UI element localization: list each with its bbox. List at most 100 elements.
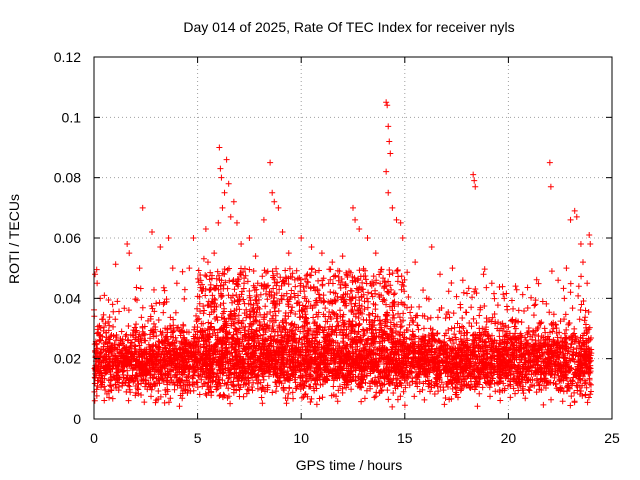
data-point — [524, 304, 531, 311]
data-point — [562, 336, 569, 343]
data-point — [479, 384, 486, 391]
data-point — [586, 376, 593, 383]
data-point — [172, 309, 179, 316]
data-point — [474, 403, 481, 410]
data-point — [299, 394, 306, 401]
data-point — [469, 294, 476, 301]
data-point — [98, 316, 105, 323]
data-point — [258, 394, 265, 401]
data-point — [408, 304, 415, 311]
data-point — [397, 379, 404, 386]
data-point — [535, 379, 542, 386]
data-point — [259, 400, 266, 407]
data-point — [217, 392, 224, 399]
data-point — [409, 317, 416, 324]
data-point — [290, 395, 297, 402]
data-point — [421, 396, 428, 403]
data-point — [193, 312, 200, 319]
data-point — [141, 399, 148, 406]
data-point — [451, 324, 458, 331]
data-point — [497, 397, 504, 404]
data-point — [540, 401, 547, 408]
data-point — [348, 300, 355, 307]
data-point — [588, 381, 595, 388]
data-point — [237, 329, 244, 336]
data-point — [464, 290, 471, 297]
data-point — [348, 357, 355, 364]
data-point — [389, 307, 396, 314]
data-point — [481, 266, 488, 273]
data-point — [133, 321, 140, 328]
data-point — [137, 285, 144, 292]
data-point — [254, 385, 261, 392]
data-point — [243, 390, 250, 397]
data-point — [286, 385, 293, 392]
data-point — [442, 315, 449, 322]
data-point — [494, 302, 501, 309]
data-point — [443, 330, 450, 337]
data-point — [171, 386, 178, 393]
data-point — [519, 387, 526, 394]
data-point — [475, 335, 482, 342]
data-point — [125, 397, 132, 404]
data-point — [101, 397, 108, 404]
data-point — [348, 386, 355, 393]
data-point — [393, 376, 400, 383]
data-point — [148, 302, 155, 309]
data-point — [358, 398, 365, 405]
data-point — [555, 353, 562, 360]
data-point — [518, 319, 525, 326]
data-point — [359, 326, 366, 333]
data-point — [512, 283, 519, 290]
data-point — [176, 403, 183, 410]
data-point — [582, 391, 589, 398]
data-point — [568, 393, 575, 400]
data-point — [194, 305, 201, 312]
data-point — [402, 384, 409, 391]
data-point — [459, 315, 466, 322]
data-point — [112, 261, 119, 268]
data-point — [548, 396, 555, 403]
data-point — [541, 325, 548, 332]
data-point — [427, 388, 434, 395]
data-point — [451, 331, 458, 338]
data-point — [384, 347, 391, 354]
data-point — [313, 401, 320, 408]
data-point — [110, 308, 117, 315]
data-point — [371, 344, 378, 351]
data-point — [450, 310, 457, 317]
data-point — [384, 387, 391, 394]
data-point — [330, 383, 337, 390]
data-point — [180, 322, 187, 329]
data-point — [272, 388, 279, 395]
data-point — [571, 399, 578, 406]
data-point — [491, 295, 498, 302]
data-point — [141, 354, 148, 361]
data-point — [155, 387, 162, 394]
data-point — [109, 395, 116, 402]
data-point — [191, 367, 198, 374]
data-point — [463, 309, 470, 316]
data-point — [440, 384, 447, 391]
data-point — [153, 300, 160, 307]
data-point — [420, 325, 427, 332]
data-point — [180, 382, 187, 389]
data-point — [292, 283, 299, 290]
data-point — [500, 291, 507, 298]
data-point — [398, 323, 405, 330]
data-point — [499, 283, 506, 290]
data-point — [411, 393, 418, 400]
data-point — [530, 312, 537, 319]
data-point — [445, 288, 452, 295]
data-point — [427, 314, 434, 321]
data-point — [133, 284, 140, 291]
data-point — [167, 322, 174, 329]
data-point — [487, 393, 494, 400]
data-point — [130, 379, 137, 386]
data-point — [476, 312, 483, 319]
data-point — [448, 279, 455, 286]
data-point — [236, 393, 243, 400]
data-point — [575, 292, 582, 299]
data-point — [200, 344, 207, 351]
